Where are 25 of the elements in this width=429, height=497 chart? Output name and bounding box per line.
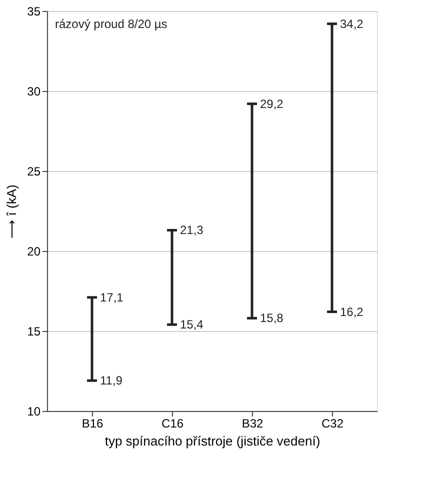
x-tick-label: B32	[242, 416, 264, 430]
annotation: 17,1	[100, 290, 124, 304]
y-tick-label: 35	[27, 4, 41, 18]
bar	[90, 297, 94, 381]
bar	[330, 24, 334, 312]
x-tick-label: B16	[82, 416, 104, 430]
y-tick-label: 20	[27, 244, 41, 258]
annotation: 15,4	[180, 318, 204, 332]
x-tick-label: C32	[321, 416, 344, 430]
x-axis-title: typ spínacího přístroje (jističe vedení)	[104, 434, 320, 448]
annotation: 21,3	[180, 223, 204, 238]
annotation: 11,9	[100, 374, 123, 388]
annotation: 15,8	[260, 311, 284, 326]
bar	[170, 230, 174, 325]
annotation: rázový proud 8/20 µs	[55, 17, 168, 31]
y-tick-label: 25	[27, 164, 41, 178]
y-tick-label: 30	[27, 84, 41, 98]
bar	[250, 104, 254, 318]
y-axis-title: ⟶ î (kA)	[4, 184, 20, 238]
annotation: 29,2	[260, 96, 284, 111]
annotation: 16,2	[340, 304, 364, 319]
x-tick-label: C16	[161, 416, 184, 430]
y-tick-label: 15	[27, 324, 41, 338]
annotation: 34,2	[340, 16, 364, 31]
y-tick-label: 10	[27, 404, 41, 418]
